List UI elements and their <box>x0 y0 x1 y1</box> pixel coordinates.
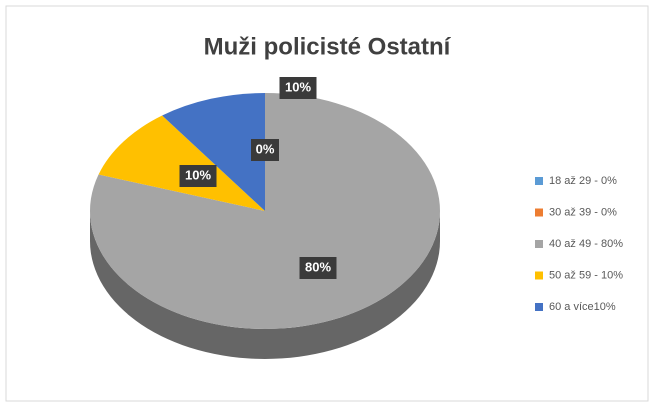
data-label: 80% <box>305 259 331 274</box>
data-label-box <box>251 139 279 161</box>
legend-swatch <box>535 240 543 248</box>
legend-swatch <box>535 177 543 185</box>
pie-side <box>90 211 440 359</box>
pie-slice <box>162 93 265 211</box>
legend-label: 40 až 49 - 80% <box>549 238 623 250</box>
legend-swatch <box>535 208 543 217</box>
legend-label: 30 až 39 - 0% <box>549 206 617 218</box>
data-label-box <box>179 165 217 187</box>
legend-swatch <box>535 271 543 280</box>
data-label: 0% <box>256 141 275 156</box>
data-label-box <box>279 77 317 99</box>
data-label: 10% <box>285 79 311 94</box>
data-label: 10% <box>185 167 211 182</box>
pie-slice <box>98 115 265 211</box>
legend-label: 18 až 29 - 0% <box>549 175 617 187</box>
chart-title: Muži policisté Ostatní <box>204 33 452 60</box>
pie-slice <box>90 93 441 329</box>
legend-label: 60 a více10% <box>549 301 616 313</box>
legend-swatch <box>535 303 543 311</box>
legend-label: 50 až 59 - 10% <box>549 269 623 281</box>
data-label-box <box>299 257 337 279</box>
